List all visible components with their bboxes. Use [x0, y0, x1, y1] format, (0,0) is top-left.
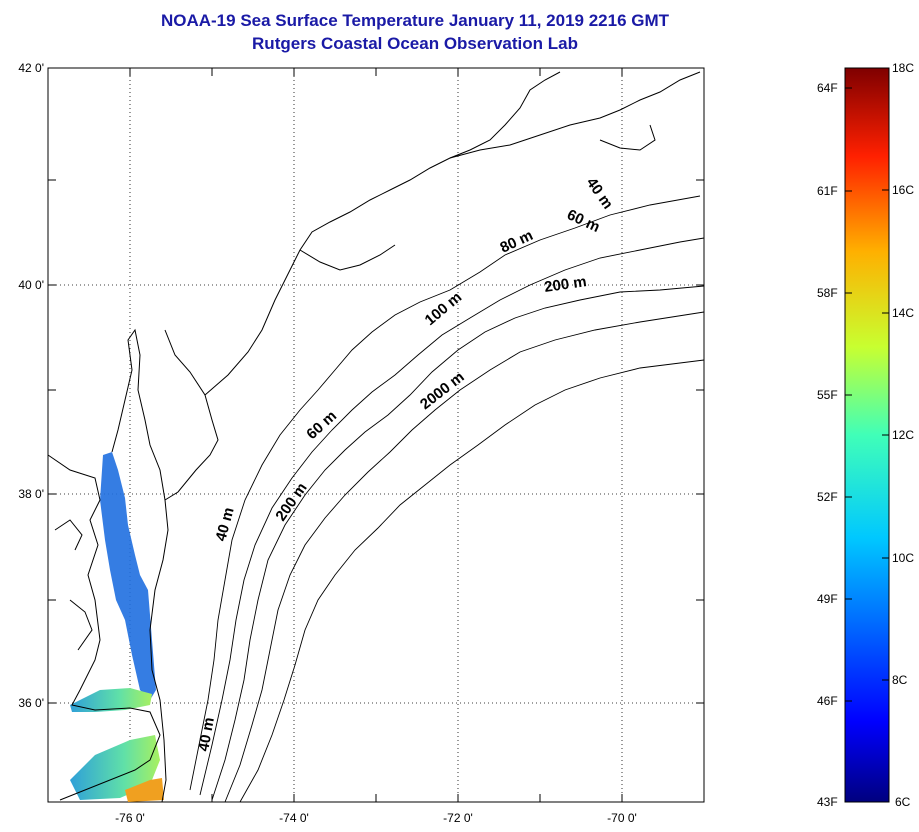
isobaths: [189, 195, 705, 803]
colorbar-c-label: 6C: [895, 795, 911, 809]
colorbar-c-label: 16C: [892, 183, 914, 197]
colorbar-f-label: 52F: [817, 490, 838, 504]
lat-label: 42 0': [18, 61, 44, 75]
graticule: [48, 68, 704, 802]
coastline: [47, 71, 701, 803]
colorbar: 64F 61F 58F 55F 52F 49F 46F 43F 18C 16C …: [817, 61, 914, 809]
colorbar-f-label: 55F: [817, 388, 838, 402]
colorbar-f-label: 64F: [817, 81, 838, 95]
sst-data: [70, 452, 164, 802]
colorbar-f-label: 58F: [817, 286, 838, 300]
lat-label: 40 0': [18, 278, 44, 292]
lat-label: 38 0': [18, 487, 44, 501]
colorbar-c-label: 8C: [892, 673, 908, 687]
isobath-label: 200 m: [543, 273, 587, 296]
colorbar-gradient: [844, 67, 890, 803]
map-title: NOAA-19 Sea Surface Temperature January …: [160, 11, 670, 30]
lon-label: -70 0': [607, 811, 637, 825]
colorbar-f-label: 46F: [817, 694, 838, 708]
colorbar-f-label: 49F: [817, 592, 838, 606]
colorbar-c-label: 18C: [892, 61, 914, 75]
map-frame: [47, 67, 705, 803]
map-subtitle: Rutgers Coastal Ocean Observation Lab: [252, 34, 578, 53]
longitude-labels: -76 0' -74 0' -72 0' -70 0': [115, 811, 637, 825]
tick-marks: [48, 67, 704, 802]
colorbar-f-label: 43F: [817, 795, 838, 809]
lon-label: -76 0': [115, 811, 145, 825]
colorbar-c-label: 14C: [892, 306, 914, 320]
latitude-labels: 42 0' 40 0' 38 0' 36 0': [18, 61, 44, 710]
isobath-label: 40 m: [195, 716, 218, 753]
lon-label: -72 0': [443, 811, 473, 825]
lon-label: -74 0': [279, 811, 309, 825]
lat-label: 36 0': [18, 696, 44, 710]
colorbar-f-label: 61F: [817, 184, 838, 198]
colorbar-c-label: 12C: [892, 428, 914, 442]
colorbar-c-label: 10C: [892, 551, 914, 565]
